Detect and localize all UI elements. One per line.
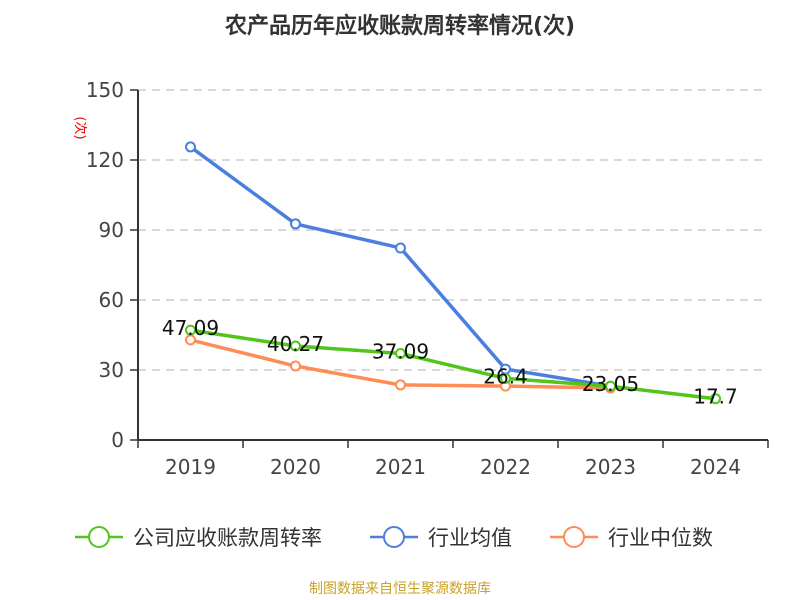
x-tick-label: 2020 bbox=[270, 455, 321, 479]
data-label: 37.09 bbox=[372, 339, 429, 363]
y-axis-label: (次) bbox=[72, 116, 88, 139]
x-tick-label: 2024 bbox=[690, 455, 741, 479]
data-point bbox=[290, 340, 301, 352]
series-line bbox=[190, 328, 716, 401]
data-label: 17.7 bbox=[693, 385, 738, 409]
legend-marker bbox=[88, 526, 110, 548]
data-label: 26.4 bbox=[483, 364, 528, 388]
x-tick-label: 2019 bbox=[165, 455, 216, 479]
y-tick-label: 60 bbox=[99, 288, 124, 312]
y-tick-label: 150 bbox=[86, 78, 124, 102]
data-label: 40.27 bbox=[267, 332, 324, 356]
y-tick-label: 30 bbox=[99, 358, 124, 382]
source-note: 制图数据来自恒生聚源数据库 bbox=[309, 581, 491, 597]
data-point bbox=[185, 324, 196, 336]
y-tick-label: 0 bbox=[111, 428, 124, 452]
data-point bbox=[710, 393, 721, 405]
legend-label: 行业均值 bbox=[428, 526, 512, 550]
x-tick-label: 2023 bbox=[585, 455, 636, 479]
data-label: 47.09 bbox=[162, 316, 219, 340]
legend-marker bbox=[383, 526, 405, 548]
data-point bbox=[395, 347, 406, 359]
legend-marker bbox=[563, 526, 585, 548]
data-point bbox=[185, 141, 196, 153]
x-tick-label: 2021 bbox=[375, 455, 426, 479]
y-tick-label: 90 bbox=[99, 218, 124, 242]
data-point bbox=[290, 360, 301, 372]
y-tick-label: 120 bbox=[86, 148, 124, 172]
data-point bbox=[395, 379, 406, 391]
data-point bbox=[605, 380, 616, 392]
data-label: 23.05 bbox=[582, 372, 639, 396]
legend-label: 公司应收账款周转率 bbox=[133, 526, 322, 550]
data-point bbox=[395, 242, 406, 254]
data-point bbox=[290, 218, 301, 230]
chart-title: 农产品历年应收账款周转率情况(次) bbox=[224, 14, 576, 39]
data-point bbox=[500, 372, 511, 384]
x-tick-label: 2022 bbox=[480, 455, 531, 479]
legend-label: 行业中位数 bbox=[608, 526, 713, 550]
